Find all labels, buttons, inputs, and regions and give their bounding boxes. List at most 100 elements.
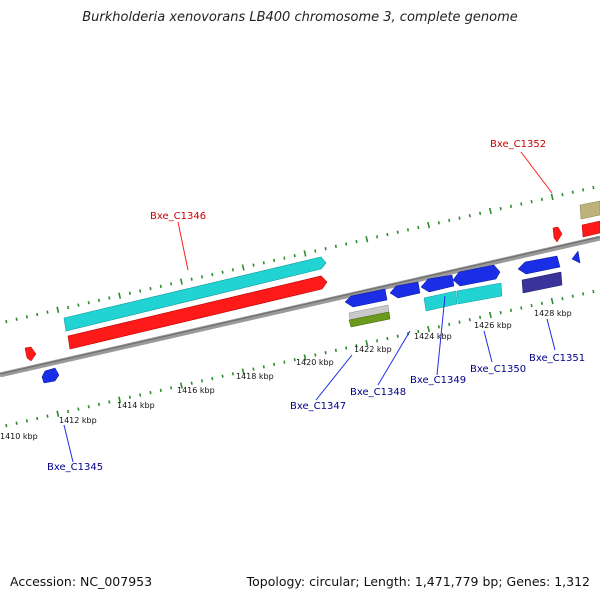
upper-track-tick: [345, 242, 348, 246]
upper-track-tick: [324, 247, 327, 251]
gene-bxe-c1351-blue[interactable]: [517, 255, 561, 275]
lower-track-tick: [314, 353, 317, 357]
lower-track-tick: [179, 382, 183, 389]
lower-track-tick: [159, 388, 162, 392]
gene-label-bxe-c1350[interactable]: Bxe_C1350: [470, 364, 526, 375]
lower-track-tick: [293, 358, 296, 362]
upper-track-tick: [46, 310, 49, 314]
upper-track-tick: [77, 303, 80, 307]
lower-track-tick: [262, 365, 265, 369]
lower-track-tick: [87, 405, 90, 409]
upper-track-tick: [499, 207, 502, 211]
lower-track-tick: [46, 414, 49, 418]
scale-label: 1412 kbp: [59, 416, 97, 425]
lower-track-tick: [499, 311, 502, 315]
upper-track-tick: [149, 286, 152, 291]
gene-label-bxe-c1349[interactable]: Bxe_C1349: [410, 375, 466, 386]
lower-track-tick: [509, 308, 513, 312]
scale-label: 1428 kbp: [534, 309, 572, 318]
gene-bxe-c1349-blue[interactable]: [420, 274, 455, 293]
gene-bxe-c1345[interactable]: [41, 367, 60, 384]
gene-bxe-c1348[interactable]: [389, 281, 421, 299]
lower-track-tick: [582, 292, 585, 296]
lower-track-tick: [468, 318, 471, 322]
upper-track-tick: [108, 296, 111, 300]
lower-track-tick: [427, 325, 431, 333]
gene-bxe-c1346-cyan[interactable]: [63, 256, 327, 332]
gene-bxe-c1352-red[interactable]: [581, 220, 600, 238]
upper-track-tick: [448, 218, 451, 223]
lower-track-tick: [592, 289, 595, 294]
gene-bxe-c1347-blue[interactable]: [344, 288, 388, 308]
lower-track-tick: [479, 315, 482, 320]
upper-track-tick: [25, 315, 28, 319]
gene-bxe-c1346-red[interactable]: [67, 275, 328, 350]
upper-track-tick: [283, 256, 286, 260]
lower-track-tick: [139, 393, 142, 397]
upper-track-tick: [427, 221, 431, 229]
genome-backbone: [0, 235, 600, 378]
lower-track-tick: [231, 372, 234, 376]
gene-label-bxe-c1346[interactable]: Bxe_C1346: [150, 211, 206, 222]
upper-track-tick: [479, 211, 482, 216]
upper-track-tick: [56, 306, 60, 313]
gene-red-small-right[interactable]: [552, 226, 563, 243]
upper-track-tick: [488, 207, 492, 215]
lower-track-tick: [561, 296, 564, 301]
gene-label-bxe-c1348[interactable]: Bxe_C1348: [350, 387, 406, 398]
upper-track-tick: [211, 272, 214, 277]
lower-track-tick: [36, 416, 39, 421]
upper-track-tick: [550, 193, 554, 201]
upper-track-tick: [520, 202, 523, 206]
gene-bxe-c1350-blue[interactable]: [452, 264, 501, 287]
gene-bxe-c1352-khaki[interactable]: [579, 200, 600, 220]
scale-label: 1418 kbp: [236, 372, 274, 381]
gene-red-small-left[interactable]: [24, 346, 37, 362]
upper-track-tick: [67, 305, 70, 310]
scale-label: 1426 kbp: [474, 321, 512, 330]
upper-track-tick: [262, 261, 265, 265]
upper-track-tick: [396, 230, 399, 234]
upper-track-tick: [303, 250, 307, 257]
lower-track-tick: [241, 368, 245, 375]
lower-track-tick: [200, 379, 204, 383]
upper-track-tick: [221, 270, 224, 274]
scale-label: 1424 kbp: [414, 332, 452, 341]
lower-track-tick: [283, 360, 286, 364]
accession-text: Accession: NC_007953: [10, 574, 153, 589]
gene-bxe-c1351-navy[interactable]: [521, 271, 563, 294]
upper-track-tick: [87, 301, 90, 305]
scale-label: 1420 kbp: [296, 358, 334, 367]
upper-track-tick: [179, 278, 183, 285]
gene-bxe-c1349-cyan[interactable]: [423, 290, 458, 312]
gene-label-bxe-c1345[interactable]: Bxe_C1345: [47, 462, 103, 473]
lower-track-tick: [345, 346, 348, 350]
gene-label-bxe-c1352[interactable]: Bxe_C1352: [490, 139, 546, 150]
lower-track-tick: [437, 325, 440, 329]
lower-track-tick: [386, 336, 389, 341]
gene-blue-small-right[interactable]: [571, 250, 581, 264]
gene-bxe-c1347-green[interactable]: [348, 311, 391, 328]
lower-track-tick: [540, 301, 543, 305]
lower-track-tick: [67, 409, 70, 414]
upper-track-tick: [15, 317, 18, 321]
gene-features: [24, 200, 600, 384]
upper-track-tick: [592, 185, 595, 190]
upper-track-tick: [36, 312, 39, 317]
scale-label: 1416 kbp: [177, 386, 215, 395]
upper-track-tick: [241, 264, 245, 271]
upper-track-tick: [97, 298, 101, 303]
upper-track-tick: [571, 190, 574, 194]
upper-track-tick: [128, 291, 131, 295]
gene-label-bxe-c1351[interactable]: Bxe_C1351: [529, 353, 585, 364]
lower-track-tick: [376, 339, 379, 343]
lower-track-tick: [334, 348, 337, 352]
lower-track-tick: [77, 407, 80, 411]
gene-label-bxe-c1347[interactable]: Bxe_C1347: [290, 401, 346, 412]
upper-track-tick: [437, 221, 440, 225]
lower-track-tick: [15, 421, 18, 425]
upper-track-tick: [365, 236, 369, 243]
upper-track-tick: [293, 254, 296, 258]
gene-bxe-c1350-cyan[interactable]: [456, 282, 503, 305]
